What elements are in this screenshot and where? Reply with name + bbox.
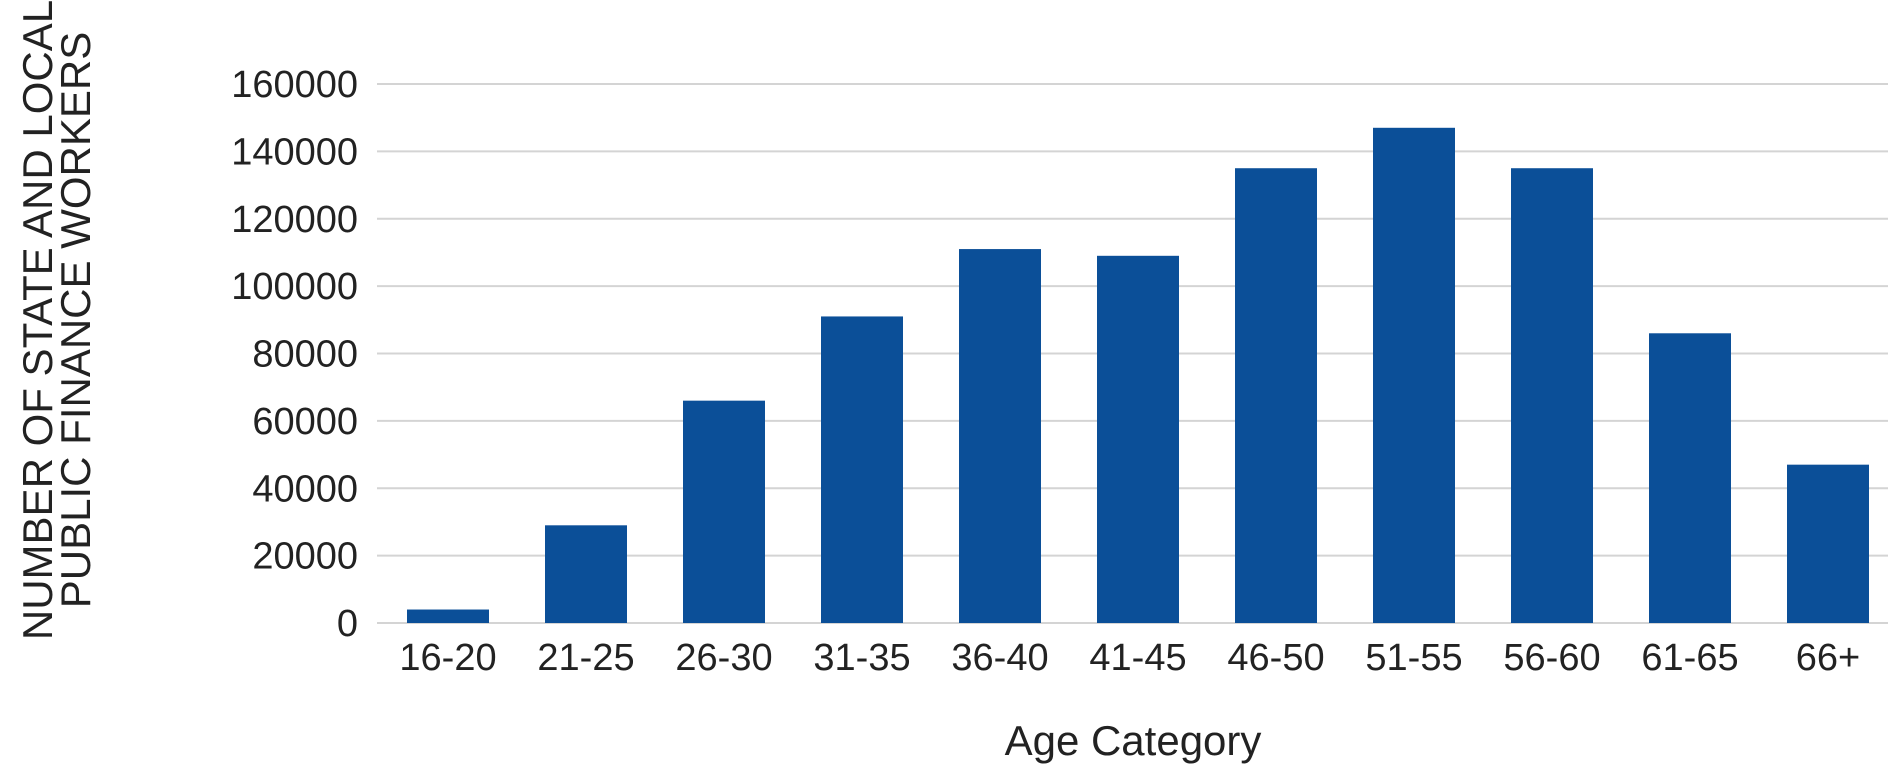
bar-36-40 [959,249,1041,623]
x-tick-label: 21-25 [537,637,634,679]
x-tick-label: 31-35 [813,637,910,679]
x-tick-label: 51-55 [1365,637,1462,679]
x-tick-label: 56-60 [1503,637,1600,679]
y-tick-label: 0 [337,603,358,645]
y-tick-label: 40000 [252,468,358,510]
x-tick-label: 36-40 [951,637,1048,679]
y-tick-label: 20000 [252,536,358,578]
y-tick-label: 120000 [231,199,358,241]
y-tick-label: 80000 [252,334,358,376]
y-tick-label: 160000 [231,64,358,106]
bar-66+ [1787,464,1869,623]
bars [407,127,1869,623]
x-tick-label: 66+ [1796,637,1860,679]
y-axis-title-line-2: PUBLIC FINANCE WORKERS [52,32,99,608]
x-tick-label: 41-45 [1089,637,1186,679]
y-tick-label: 60000 [252,401,358,443]
y-tick-label: 140000 [231,131,358,173]
y-axis-tick-labels: 0 20000 40000 60000 80000 100000 120000 140000 1… [231,64,358,645]
bar-16-20 [407,609,489,623]
bar-51-55 [1373,127,1455,623]
bar-21-25 [545,525,627,623]
y-axis-title-line-1: NUMBER OF STATE AND LOCAL [14,0,61,640]
bar-46-50 [1235,168,1317,623]
x-tick-label: 16-20 [399,637,496,679]
x-axis-title: Age Category [1005,717,1262,764]
bar-56-60 [1511,168,1593,623]
bar-31-35 [821,316,903,623]
x-tick-label: 61-65 [1641,637,1738,679]
x-axis-tick-labels: 16-20 21-25 26-30 31-35 36-40 41-45 46-50 51-55… [399,637,1860,679]
x-tick-label: 46-50 [1227,637,1324,679]
x-tick-label: 26-30 [675,637,772,679]
bar-26-30 [683,400,765,623]
y-tick-label: 100000 [231,266,358,308]
y-axis-title: NUMBER OF STATE AND LOCAL PUBLIC FINANCE… [14,0,99,640]
bar-61-65 [1649,333,1731,623]
bar-41-45 [1097,255,1179,623]
